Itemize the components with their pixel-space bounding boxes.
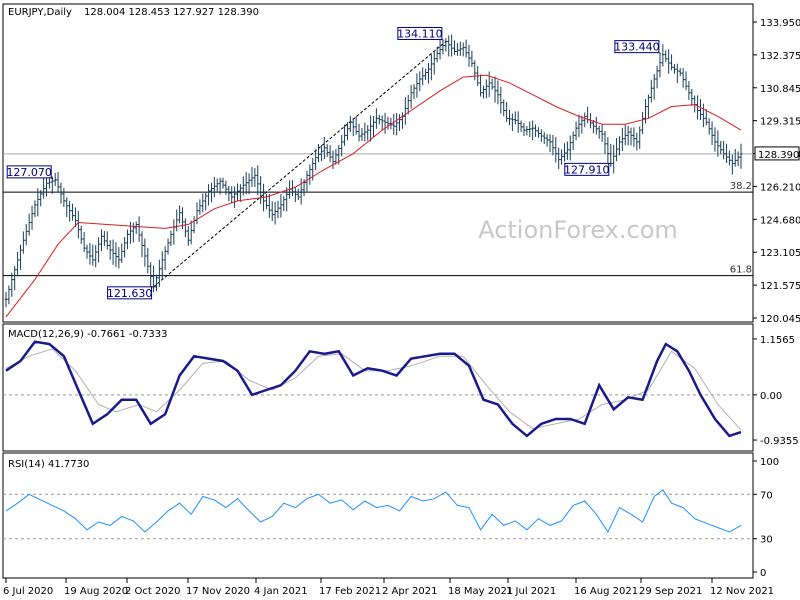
annotation-label-3: 133.440 <box>614 41 660 54</box>
macd-line <box>5 340 742 438</box>
trend-line <box>153 41 447 288</box>
moving-average-line <box>5 74 742 318</box>
symbol-header: EURJPY,Daily <box>8 7 72 18</box>
last-price-box <box>754 146 800 161</box>
price-panel-frame <box>2 3 754 323</box>
price-y-tick-label: 126.210 <box>760 182 800 193</box>
x-tick-label: 2 Oct 2020 <box>125 586 180 597</box>
macd-layer <box>3 340 753 438</box>
x-tick-label: 18 May 2021 <box>448 586 513 597</box>
rsi-layer <box>3 489 753 540</box>
price-y-tick-label: 130.845 <box>760 84 800 95</box>
rsi-y-tick-label: 100 <box>760 457 779 468</box>
annotation-label-4: 127.910 <box>564 163 610 176</box>
annotation-box-1 <box>107 286 153 300</box>
x-tick-label: 17 Nov 2020 <box>186 586 250 597</box>
annotation-box-4 <box>564 162 610 176</box>
ohlc-bars <box>4 34 743 308</box>
macd-header: MACD(12,26,9) -0.7661 -0.7333 <box>8 329 168 340</box>
annotation-leader-2 <box>441 39 447 42</box>
annotation-leader-0 <box>50 177 56 181</box>
x-tick-label: 19 Aug 2020 <box>64 586 128 597</box>
price-y-tick-label: 132.375 <box>760 51 800 62</box>
annotation-label-2: 134.110 <box>397 27 443 40</box>
annotation-leader-3 <box>658 52 664 56</box>
fib-level-label-0: 38.2 <box>730 181 752 192</box>
price-layer: 38.2 61.8 127.070 121.630 134.110 133.440 127.… <box>3 26 753 318</box>
x-tick-label: 16 Aug 2021 <box>574 586 638 597</box>
rsi-line <box>5 489 742 534</box>
rsi-header: RSI(14) 41.7730 <box>8 459 89 470</box>
price-y-tick-label: 123.105 <box>760 248 800 259</box>
price-y-tick-label: 121.575 <box>760 281 800 292</box>
rsi-panel-frame <box>2 452 754 579</box>
annotation-label-0: 127.070 <box>6 166 52 179</box>
macd-y-tick-label: 1.1565 <box>760 335 795 346</box>
annotation-box-3 <box>614 40 660 54</box>
macd-panel-frame <box>2 323 754 452</box>
rsi-y-tick-label: 70 <box>760 490 773 501</box>
rsi-y-tick-label: 0 <box>760 568 766 579</box>
watermark: ActionForex.com <box>478 216 678 244</box>
x-tick-label: 4 Jan 2021 <box>254 586 308 597</box>
annotation-label-1: 121.630 <box>107 287 153 300</box>
price-y-tick-label: 133.950 <box>760 18 800 29</box>
x-tick-label: 29 Sep 2021 <box>639 586 702 597</box>
ohlc-header: 128.004 128.453 127.927 128.390 <box>84 7 259 18</box>
annotation-box-2 <box>397 26 443 40</box>
x-tick-label: 2 Apr 2021 <box>382 586 437 597</box>
price-y-tick-label: 129.315 <box>760 117 800 128</box>
x-tick-label: 17 Feb 2021 <box>319 586 381 597</box>
price-y-tick-label: 124.680 <box>760 215 800 226</box>
price-y-tick-label: 120.045 <box>760 314 800 325</box>
fib-level-label-1: 61.8 <box>730 265 752 276</box>
annotation-box-0 <box>6 165 52 179</box>
x-tick-label: 6 Jul 2020 <box>3 586 53 597</box>
last-price-label: 128.390 <box>758 150 799 161</box>
axis-layer: 133.950132.375130.845129.315127.740126.2… <box>3 18 800 597</box>
rsi-y-tick-label: 30 <box>760 535 773 546</box>
x-tick-label: 12 Nov 2021 <box>710 586 774 597</box>
macd-y-tick-label: -0.9355 <box>760 436 799 447</box>
macd-y-tick-label: 0.00 <box>760 391 782 402</box>
x-tick-label: 1 Jul 2021 <box>506 586 556 597</box>
